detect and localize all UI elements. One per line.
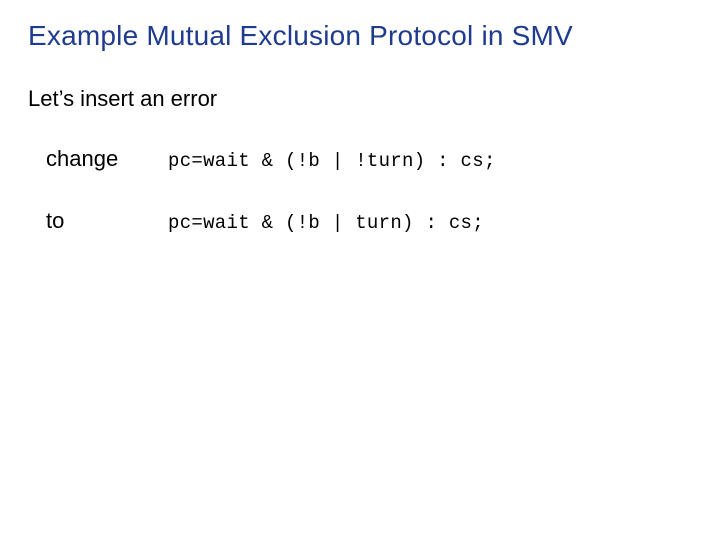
slide-subtitle: Let’s insert an error bbox=[28, 86, 692, 112]
slide-title: Example Mutual Exclusion Protocol in SMV bbox=[28, 20, 692, 52]
row-label: to bbox=[46, 208, 168, 234]
code-row-to: to pc=wait & (!b | turn) : cs; bbox=[28, 208, 692, 234]
row-code: pc=wait & (!b | !turn) : cs; bbox=[168, 150, 496, 172]
row-code: pc=wait & (!b | turn) : cs; bbox=[168, 212, 484, 234]
code-row-change: change pc=wait & (!b | !turn) : cs; bbox=[28, 146, 692, 172]
slide: Example Mutual Exclusion Protocol in SMV… bbox=[0, 0, 720, 540]
row-label: change bbox=[46, 146, 168, 172]
